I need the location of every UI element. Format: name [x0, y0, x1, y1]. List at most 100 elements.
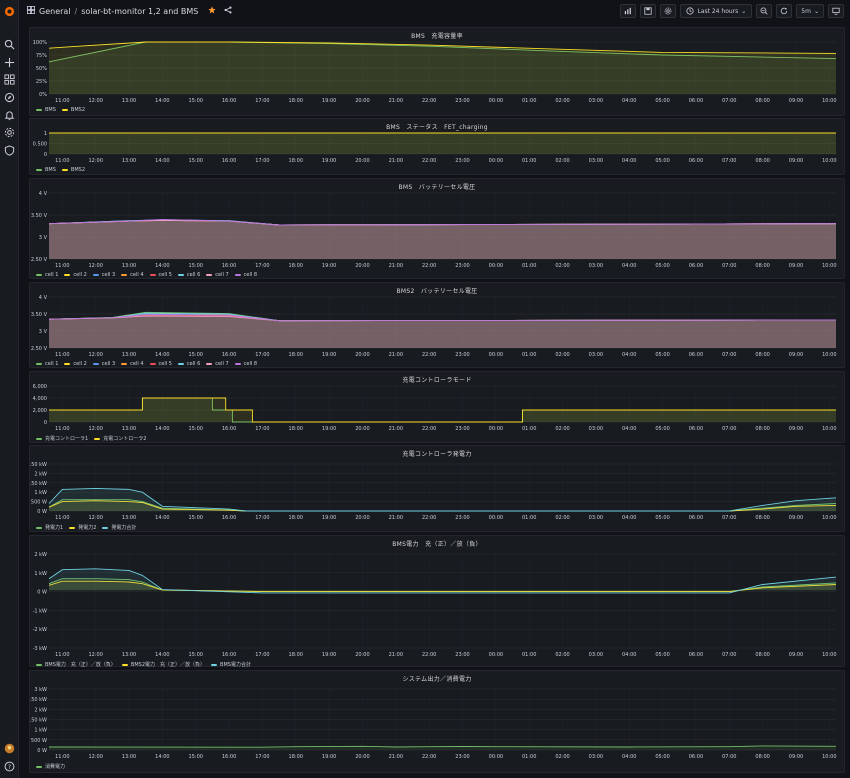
panel-5[interactable]: 充電コントローラモード 6,000 4,000 2,000 0 11:00 12:00 13:… — [29, 371, 845, 443]
legend-item[interactable]: cell 2 — [64, 272, 87, 278]
panel-1[interactable]: BMS 充電容量率 100% 75% 50% 25% 0% 11:00 12:00 13:00 1… — [29, 27, 845, 116]
panel-title[interactable]: 充電コントローラ発電力 — [402, 451, 472, 458]
legend-item[interactable]: cell 8 — [234, 361, 257, 367]
legend-item[interactable]: cell 6 — [177, 361, 200, 367]
monitor-icon — [832, 7, 840, 15]
x-tick-label: 14:00 — [155, 352, 169, 358]
panel-7[interactable]: BMS電力 充（正）／放（負） 2 kW 1 kW 0 W -1 kW -2 kW -3 k… — [29, 535, 845, 668]
panel-8[interactable]: システム出力／消費電力 3 kW 2.50 kW 2 kW 1.50 kW 1 kW 500… — [29, 670, 845, 773]
share-icon[interactable] — [224, 6, 232, 16]
legend-item[interactable]: BMS2 — [61, 167, 85, 173]
legend-swatch — [36, 765, 42, 768]
panel-title[interactable]: BMS電力 充（正）／放（負） — [392, 541, 482, 548]
refresh-interval-picker[interactable]: 5m ⌄ — [796, 4, 824, 18]
star-icon[interactable] — [208, 6, 216, 16]
panel-title[interactable]: BMS 充電容量率 — [411, 33, 463, 40]
breadcrumb-folder[interactable]: General — [39, 6, 71, 16]
series-area — [49, 745, 836, 750]
legend-item[interactable]: cell 4 — [121, 272, 144, 278]
series-area — [49, 220, 836, 259]
panel-4[interactable]: BMS2 バッテリーセル電圧 4 V 3.50 V 3 V 2.50 V 11:00 12:… — [29, 282, 845, 368]
x-tick-label: 19:00 — [322, 158, 336, 164]
series-line — [49, 397, 836, 423]
series-area — [49, 398, 836, 422]
legend-item[interactable]: BMS2 — [61, 107, 85, 113]
save-dashboard-button[interactable] — [640, 4, 657, 18]
help-icon[interactable]: ? — [2, 759, 16, 773]
panel-title[interactable]: システム出力／消費電力 — [402, 676, 472, 683]
dashboards-icon[interactable] — [2, 72, 16, 86]
explore-icon[interactable] — [2, 90, 16, 104]
legend-item[interactable]: cell 6 — [177, 272, 200, 278]
x-tick-label: 01:00 — [522, 426, 536, 432]
dashboard-title[interactable]: solar-bt-monitor 1,2 and BMS — [81, 6, 199, 16]
legend-item[interactable]: BMS電力 充（正）／放（負） — [36, 661, 116, 668]
legend-label: cell 4 — [130, 272, 144, 278]
x-tick-label: 02:00 — [555, 754, 569, 760]
legend-item[interactable]: cell 1 — [36, 361, 58, 367]
legend-item[interactable]: cell 5 — [149, 272, 172, 278]
legend-item[interactable]: 発電力2 — [69, 524, 96, 531]
shield-icon[interactable] — [2, 143, 16, 157]
x-tick-label: 18:00 — [289, 352, 303, 358]
legend-item[interactable]: BMS電力合計 — [211, 661, 251, 668]
legend-item[interactable]: cell 2 — [64, 361, 87, 367]
legend-item[interactable]: cell 1 — [36, 272, 58, 278]
panel-title[interactable]: BMS2 バッテリーセル電圧 — [396, 288, 478, 295]
x-tick-label: 10:00 — [822, 98, 836, 104]
alerting-icon[interactable] — [2, 108, 16, 122]
panel-2[interactable]: BMS ステータス FET_charging 1 0.500 0 11:00 12:00 1… — [29, 118, 845, 175]
legend-item[interactable]: 発電力合計 — [102, 524, 136, 531]
panel-title[interactable]: 充電コントローラモード — [402, 377, 472, 384]
legend-item[interactable]: 充電コントローラ1 — [36, 435, 88, 442]
grafana-logo-icon[interactable] — [2, 4, 16, 18]
x-tick-label: 04:00 — [622, 98, 636, 104]
y-tick-label: 1.50 kW — [30, 718, 47, 724]
x-tick-label: 20:00 — [355, 515, 369, 521]
legend-item[interactable]: BMS — [36, 167, 56, 173]
plus-icon[interactable] — [2, 55, 16, 69]
legend-item[interactable]: 消費電力 — [36, 763, 65, 770]
x-tick-label: 05:00 — [655, 515, 669, 521]
tv-mode-button[interactable] — [828, 4, 844, 18]
panel-6[interactable]: 充電コントローラ発電力 2.50 kW 2 kW 1.50 kW 1 kW 500 W 0 … — [29, 445, 845, 532]
legend-label: cell 5 — [158, 272, 172, 278]
legend-item[interactable]: cell 4 — [121, 361, 144, 367]
legend-item[interactable]: cell 7 — [206, 361, 229, 367]
y-tick-label: 75% — [36, 53, 47, 59]
legend-item[interactable]: cell 7 — [206, 272, 229, 278]
add-panel-button[interactable] — [620, 4, 637, 18]
legend-swatch — [61, 169, 68, 171]
avatar[interactable] — [2, 741, 16, 755]
panel-title[interactable]: BMS ステータス FET_charging — [386, 124, 488, 131]
x-tick-label: 19:00 — [322, 754, 336, 760]
legend-item[interactable]: BMS — [36, 107, 56, 113]
series-area — [49, 313, 836, 348]
dashboard-settings-button[interactable] — [660, 4, 677, 18]
search-icon[interactable] — [2, 37, 16, 51]
zoom-out-button[interactable] — [756, 4, 773, 18]
x-tick-label: 12:00 — [88, 98, 102, 104]
legend-item[interactable]: cell 8 — [234, 272, 257, 278]
time-picker-button[interactable]: Last 24 hours ⌄ — [680, 4, 753, 18]
x-tick-label: 11:00 — [55, 263, 69, 269]
refresh-button[interactable] — [776, 4, 793, 18]
legend-item[interactable]: 充電コントローラ2 — [94, 435, 146, 442]
panel-title[interactable]: BMS バッテリーセル電圧 — [398, 184, 476, 191]
x-tick-label: 04:00 — [622, 652, 636, 658]
x-tick-label: 13:00 — [122, 158, 136, 164]
legend-item[interactable]: cell 5 — [149, 361, 172, 367]
legend-swatch — [121, 663, 128, 666]
legend-item[interactable]: BMS2電力 充（正）／放（負） — [121, 661, 205, 668]
x-tick-label: 03:00 — [589, 263, 603, 269]
series-area — [49, 133, 836, 154]
legend-label: cell 2 — [73, 272, 87, 278]
legend-item[interactable]: cell 3 — [92, 272, 115, 278]
x-tick-label: 13:00 — [122, 426, 136, 432]
panel-3[interactable]: BMS バッテリーセル電圧 4 V 3.50 V 3 V 2.50 V 11:00 12:0… — [29, 178, 845, 279]
configuration-icon[interactable] — [2, 125, 16, 139]
legend-item[interactable]: 発電力1 — [36, 524, 63, 531]
legend-item[interactable]: cell 3 — [92, 361, 115, 367]
x-tick-label: 04:00 — [622, 352, 636, 358]
legend-swatch — [92, 274, 99, 276]
